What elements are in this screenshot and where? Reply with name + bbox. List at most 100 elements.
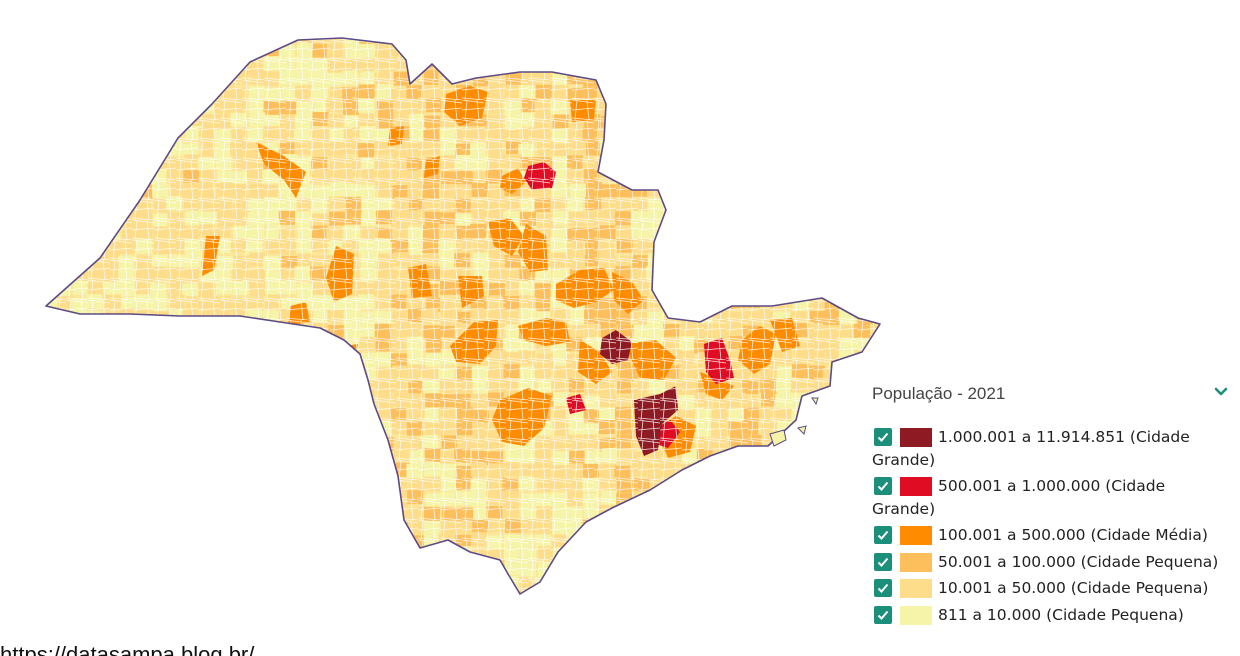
municipality-cell — [616, 43, 633, 58]
municipality-cell — [712, 254, 729, 269]
municipality-cell — [199, 365, 216, 380]
legend-checkbox[interactable] — [874, 605, 892, 624]
municipality-cell — [57, 423, 74, 438]
municipality-cell — [345, 520, 362, 535]
municipality-cell — [840, 588, 857, 594]
municipality-cell — [729, 268, 746, 283]
municipality-cell — [55, 38, 72, 45]
state-map[interactable] — [0, 0, 900, 620]
municipality-cell — [726, 113, 743, 128]
municipality-cell — [441, 38, 458, 46]
municipality-cell — [854, 196, 871, 211]
municipality-cell — [760, 532, 777, 547]
municipality-cell — [199, 380, 216, 395]
municipality-cell — [728, 84, 745, 99]
municipality-cell — [263, 462, 280, 477]
legend-item: 10.001 a 50.000 (Cidade Pequena) — [872, 577, 1228, 600]
municipality-cell — [615, 588, 632, 594]
municipality-cell — [742, 521, 759, 536]
municipality-cell — [361, 563, 378, 578]
municipality-cell — [872, 337, 880, 352]
municipality-cell — [601, 44, 618, 59]
legend-header[interactable]: População - 2021 — [872, 378, 1228, 408]
municipality-cell — [46, 339, 58, 354]
municipality-cell — [681, 504, 698, 519]
municipality-cell — [888, 42, 900, 56]
municipality-cell — [150, 364, 167, 379]
municipality-cell — [694, 157, 711, 172]
municipality-cell — [246, 577, 263, 592]
municipality-cell — [46, 240, 58, 255]
municipality-cell — [648, 589, 665, 594]
municipality-cell — [838, 435, 855, 450]
legend-checkbox[interactable] — [874, 526, 892, 544]
municipality-cell — [56, 239, 73, 254]
municipality-cell — [46, 267, 56, 282]
municipality-cell — [663, 588, 680, 594]
municipality-cell — [439, 42, 456, 57]
municipality-cell — [616, 101, 633, 116]
municipality-cell — [183, 336, 200, 351]
legend-checkbox[interactable] — [874, 428, 892, 446]
municipality-cell — [647, 493, 664, 508]
municipality-cell — [807, 268, 824, 283]
municipality-cell — [184, 409, 201, 424]
municipality-cell — [838, 98, 855, 113]
municipality-cell — [744, 168, 761, 183]
municipality-cell — [806, 226, 823, 241]
municipality-cell — [807, 463, 824, 478]
municipality-cell — [295, 407, 312, 422]
municipality-cell — [823, 560, 840, 575]
municipality-cell — [217, 588, 234, 594]
municipality-cell — [873, 198, 880, 213]
municipality-cell — [248, 532, 265, 547]
municipality-cell — [104, 353, 121, 368]
municipality-cell — [358, 450, 375, 465]
municipality-cell — [102, 38, 119, 44]
chevron-down-icon[interactable] — [1214, 384, 1228, 398]
municipality-cell — [46, 576, 55, 591]
municipality-cell — [742, 129, 759, 144]
municipality-cell — [358, 479, 375, 494]
municipality-cell — [839, 114, 856, 129]
municipality-cell — [761, 520, 778, 535]
municipality-cell — [46, 255, 58, 270]
municipality-cell — [761, 99, 778, 114]
municipality-cell — [87, 490, 104, 505]
municipality-cell — [551, 560, 568, 575]
municipality-cell — [664, 70, 681, 85]
municipality-cell — [807, 504, 824, 519]
municipality-cell — [806, 563, 823, 578]
legend-checkbox[interactable] — [874, 477, 892, 495]
municipality-cell — [824, 590, 841, 594]
municipality-cell — [792, 254, 809, 269]
source-url[interactable]: https://datasampa.blog.br/... — [0, 642, 273, 656]
municipality-cell — [46, 72, 56, 87]
municipality-cell — [857, 297, 874, 312]
municipality-cell — [727, 211, 744, 226]
municipality-cell — [153, 380, 170, 395]
municipality-cell — [46, 591, 55, 594]
legend-checkbox[interactable] — [874, 579, 892, 597]
municipality-cell — [56, 409, 73, 424]
municipality-cell — [166, 561, 183, 576]
municipality-cell — [616, 533, 633, 548]
municipality-cell — [233, 547, 250, 562]
municipality-cell — [54, 381, 71, 396]
municipality-cell — [329, 532, 346, 547]
municipality-cell — [46, 549, 57, 564]
municipality-cell — [856, 267, 873, 282]
map-area[interactable] — [0, 0, 900, 620]
municipality-cell — [71, 198, 88, 213]
municipality-cell — [841, 283, 858, 298]
legend-checkbox[interactable] — [874, 552, 892, 571]
municipality-cell — [774, 547, 791, 562]
municipality-cell — [215, 322, 232, 337]
municipality-cell — [230, 434, 247, 449]
legend-swatch — [900, 477, 932, 496]
municipality-cell — [886, 283, 900, 297]
municipality-cell — [631, 547, 648, 562]
municipality-cell — [374, 493, 391, 508]
municipality-cell — [617, 38, 634, 43]
legend-list: 1.000.001 a 11.914.851 (Cidade Grande) 5… — [872, 426, 1228, 626]
